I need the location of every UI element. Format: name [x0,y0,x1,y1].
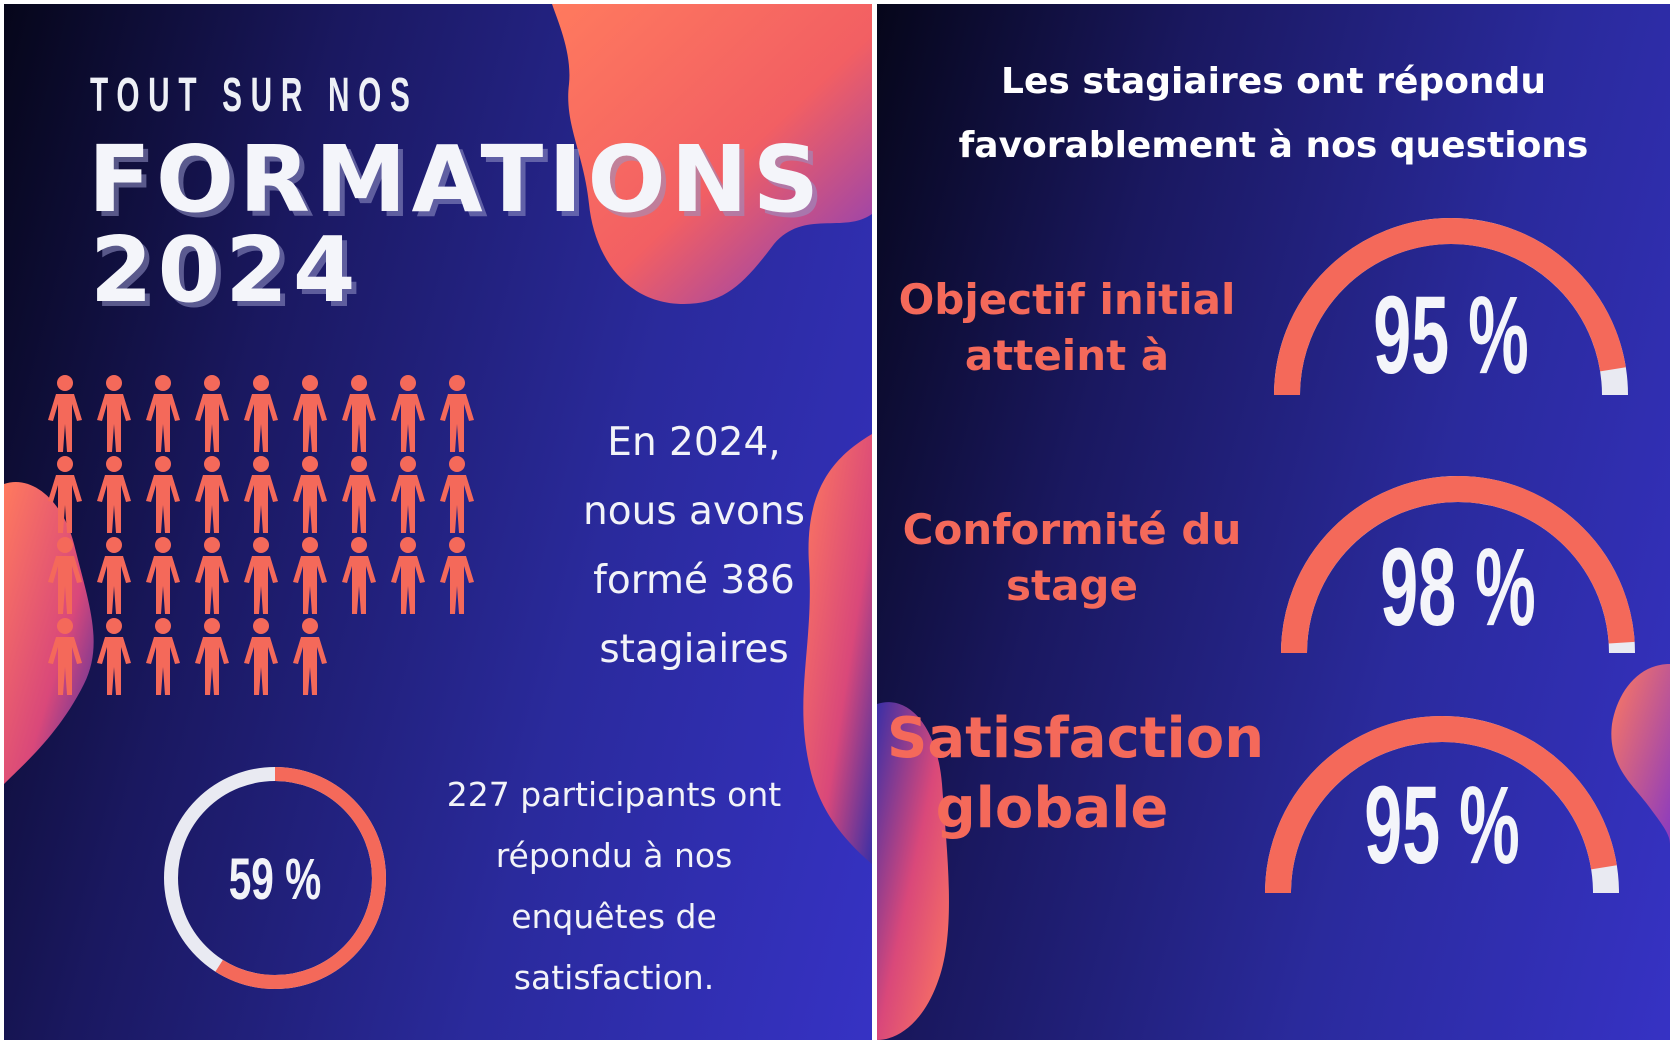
person-icon [146,375,180,452]
right-infographic-panel: Les stagiaires ont répondu favorablement… [877,4,1670,1040]
person-icon [244,537,278,614]
person-icon [293,456,327,533]
gauge-satisfaction [1265,716,1619,894]
person-icon [97,537,131,614]
person-icon [440,456,474,533]
person-icon [146,618,180,695]
trained-count-text: En 2024, nous avons formé 386 stagiaires [544,408,844,684]
left-infographic-panel: TOUT SUR NOS FORMATIONS 2024 En 2024, no… [4,4,872,1040]
right-title-line: Les stagiaires ont répondu [1001,61,1546,102]
person-icon [293,375,327,452]
trained-line: nous avons [583,489,805,534]
page-title: FORMATIONS [88,126,824,233]
person-icon [195,618,229,695]
response-line: satisfaction. [513,958,715,997]
person-icon [244,618,278,695]
response-line: répondu à nos [495,836,733,875]
person-icon [342,456,376,533]
person-icon [342,375,376,452]
trained-line: stagiaires [599,627,789,672]
response-text: 227 participants ont répondu à nos enquê… [404,764,824,1008]
person-icon [146,456,180,533]
response-line: 227 participants ont [446,775,782,814]
person-icon [48,618,82,695]
people-pictogram-grid [44,374,504,714]
person-icon [195,456,229,533]
response-rate-ring [164,767,386,989]
trained-line: En 2024, [607,420,781,465]
person-icon [48,456,82,533]
gauge-arc [1265,716,1617,894]
metric-label-line: atteint à [964,331,1170,380]
response-rate-value: 59 % [228,847,322,912]
person-icon [97,456,131,533]
person-icon [244,375,278,452]
metric-value-objective: 95 % [1373,274,1529,397]
person-icon [48,375,82,452]
person-icon [293,537,327,614]
person-icon [97,375,131,452]
right-title-line: favorablement à nos questions [958,125,1589,166]
person-icon [146,537,180,614]
response-line: enquêtes de [511,897,717,936]
person-icon [440,537,474,614]
person-icon [293,618,327,695]
trained-line: formé 386 [593,558,795,603]
metric-label-line: Objectif initial [898,275,1236,324]
gauge-arc [1281,476,1635,654]
metric-value-satisfaction: 95 % [1364,764,1520,887]
person-icon [440,375,474,452]
person-icon [391,375,425,452]
gauge-conformity [1281,476,1635,654]
metric-label-conformity: Conformité du stage [897,502,1247,614]
person-icon [244,456,278,533]
person-icon [342,537,376,614]
person-icon [391,456,425,533]
right-title: Les stagiaires ont répondu favorablement… [877,50,1670,178]
person-icon [195,375,229,452]
person-icon [97,618,131,695]
gauge-objective [1274,218,1628,396]
metric-label-line: globale [935,776,1169,841]
subtitle: TOUT SUR NOS [90,69,419,122]
ring-progress [164,767,386,989]
person-icon [195,537,229,614]
metric-label-line: Satisfaction [887,706,1265,771]
metric-label-line: stage [1006,561,1138,610]
gauge-arc [1274,218,1626,396]
metric-label-satisfaction: Satisfaction globale [887,704,1265,844]
year-title: 2024 [90,218,361,323]
person-icon [391,537,425,614]
person-icon [48,537,82,614]
metric-label-line: Conformité du [902,505,1242,554]
metric-label-objective: Objectif initial atteint à [897,272,1237,384]
metric-value-conformity: 98 % [1380,526,1536,649]
